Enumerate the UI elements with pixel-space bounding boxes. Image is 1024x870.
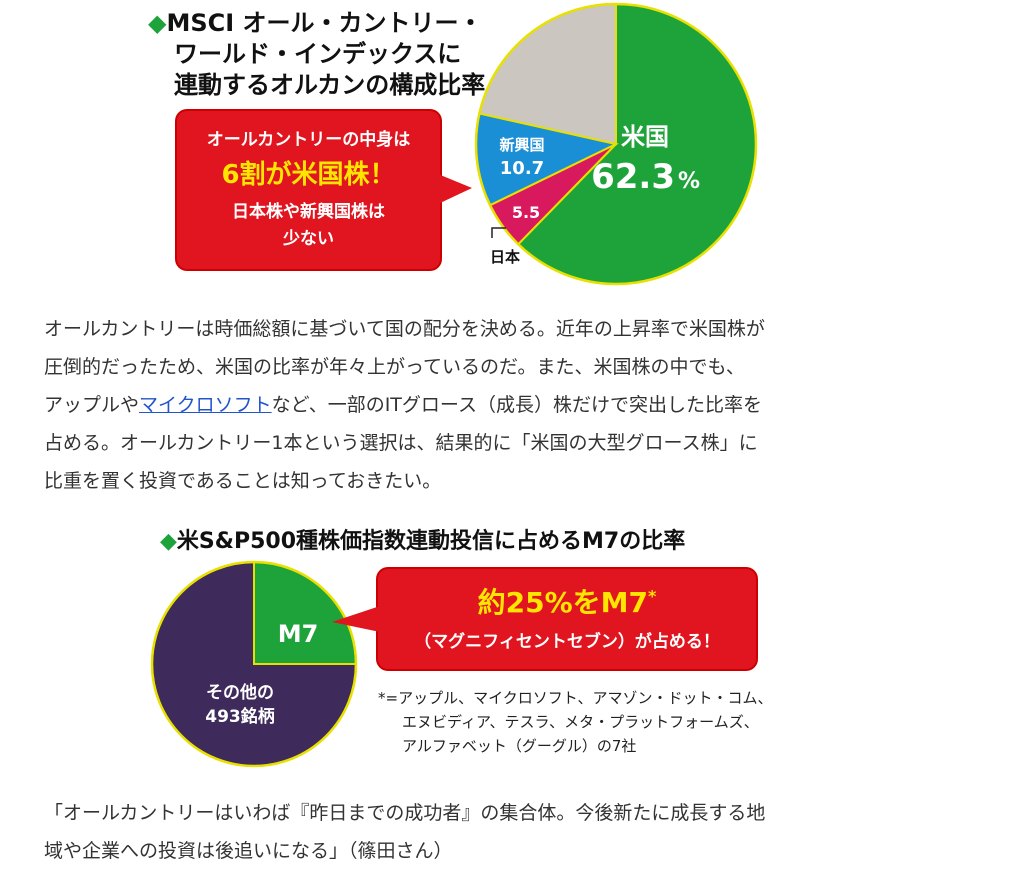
- callout1-line1: オールカントリーの中身は: [206, 130, 411, 150]
- callout1-line4: 少ない: [283, 229, 334, 249]
- paragraph1-line3: アップルやマイクロソフトなど、一部のITグロース（成長）株だけで突出した比率を: [44, 386, 765, 424]
- diamond-icon: ◆: [160, 529, 177, 554]
- japan-leader-line: [491, 227, 506, 238]
- pie-chart-2: M7 その他の 493銘柄: [150, 560, 358, 768]
- pie-chart-1: 米国 62.3 % 新興国 10.7 5.5 日本: [474, 2, 758, 286]
- callout1-line2: 6割が米国株！: [221, 160, 396, 190]
- chart1-title-line3: 連動するオルカンの構成比率: [174, 71, 486, 99]
- rest-label-line1: その他の: [206, 682, 274, 703]
- paragraph1-line3-end: など、一部のITグロース（成長）株だけで突出した比率を: [271, 394, 762, 416]
- pie1-outline: [474, 2, 758, 286]
- paragraph1-line2: 圧倒的だったため、米国の比率が年々上がっているのだ。また、米国株の中でも、: [44, 356, 745, 378]
- chart2-note: *=アップル、マイクロソフト、アマゾン・ドット・コム、 エヌビディア、テスラ、メ…: [378, 686, 772, 758]
- callout2-asterisk: *: [648, 586, 657, 606]
- callout1-line3: 日本株や新興国株は: [232, 202, 385, 222]
- paragraph-1: オールカントリーは時価総額に基づいて国の配分を決める。近年の上昇率で米国株が 圧…: [44, 310, 765, 500]
- emerging-value: 10.7: [500, 158, 544, 179]
- chart1-callout: オールカントリーの中身は 6割が米国株！ 日本株や新興国株は 少ない: [177, 111, 440, 269]
- usa-label: 米国: [621, 123, 669, 151]
- chart2-callout: 約25%をM7* （マグニフィセントセブン）が占める！: [378, 569, 756, 669]
- usa-unit: %: [678, 169, 700, 194]
- m7-label: M7: [278, 620, 319, 648]
- pie2-outline: [150, 560, 358, 768]
- note-line3: アルファベット（グーグル）の7社: [402, 737, 637, 755]
- japan-value: 5.5: [512, 203, 540, 222]
- paragraph-2: 「オールカントリーはいわば『昨日までの成功者』の集合体。今後新たに成長する地 域…: [44, 794, 765, 870]
- paragraph1-line4: 占める。オールカントリー1本という選択は、結果的に「米国の大型グロース株」に: [44, 432, 758, 454]
- diamond-icon: ◆: [148, 9, 167, 37]
- chart1-title-line1: MSCI オール・カントリー・: [166, 9, 483, 37]
- chart1-title: ◆MSCI オール・カントリー・ ワールド・インデックスに 連動するオルカンの構…: [148, 8, 485, 101]
- callout1-pointer: [438, 174, 472, 204]
- paragraph1-line5: 比重を置く投資であることは知っておきたい。: [44, 470, 442, 492]
- note-line2: エヌビディア、テスラ、メタ・プラットフォームズ、: [402, 713, 759, 731]
- callout2-line1: 約25%をM7*: [378, 581, 756, 621]
- japan-label: 日本: [490, 248, 520, 266]
- paragraph1-line3-start: アップルや: [44, 394, 140, 416]
- microsoft-link[interactable]: マイクロソフト: [139, 394, 272, 416]
- chart2-title-text: 米S&P500種株価指数連動投信に占めるM7の比率: [176, 529, 686, 554]
- paragraph1-line1: オールカントリーは時価総額に基づいて国の配分を決める。近年の上昇率で米国株が: [44, 318, 765, 340]
- chart1-title-line2: ワールド・インデックスに: [174, 40, 462, 68]
- note-line1: *=アップル、マイクロソフト、アマゾン・ドット・コム、: [378, 689, 773, 707]
- chart2-title: ◆米S&P500種株価指数連動投信に占めるM7の比率: [160, 526, 685, 557]
- paragraph2-line1: 「オールカントリーはいわば『昨日までの成功者』の集合体。今後新たに成長する地: [44, 802, 766, 824]
- callout2-pointer: [332, 606, 380, 632]
- callout2-line2: （マグニフィセントセブン）が占める！: [414, 632, 720, 652]
- callout2-main: 約25%をM7: [477, 586, 648, 619]
- paragraph2-line2: 域や企業への投資は後追いになる」（篠田さん）: [44, 840, 453, 862]
- rest-label-line2: 493銘柄: [205, 706, 275, 727]
- emerging-label: 新興国: [499, 136, 544, 154]
- usa-value: 62.3: [591, 157, 675, 197]
